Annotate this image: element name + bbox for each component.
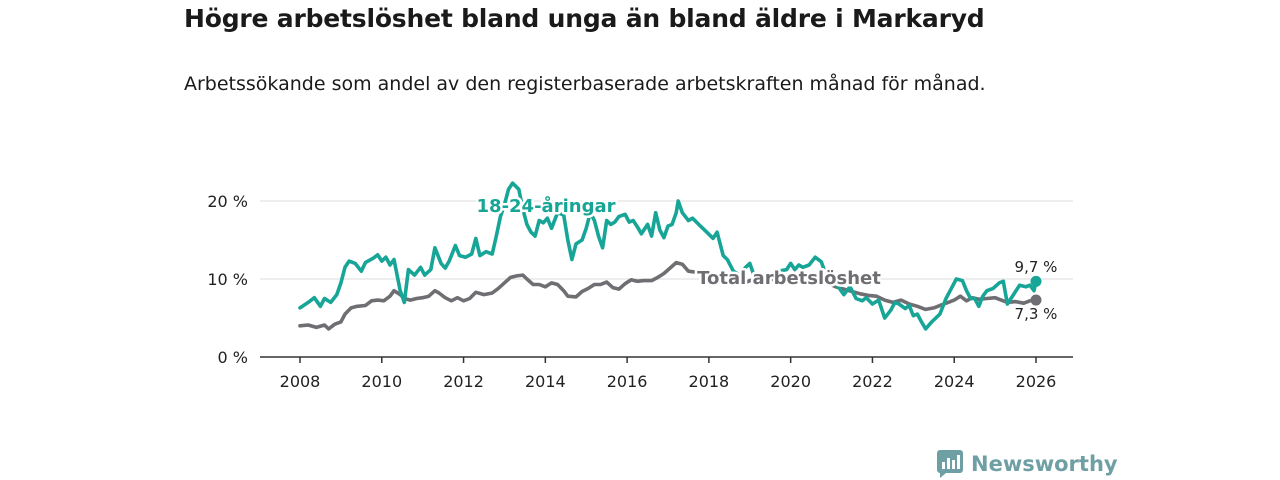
y-tick-label: 20 %	[207, 192, 248, 211]
series-label-total: Total arbetslöshet	[697, 268, 881, 289]
x-tick-label: 2014	[525, 372, 566, 391]
end-point-total	[1030, 294, 1042, 306]
chart-title: Högre arbetslöshet bland unga än bland ä…	[184, 4, 985, 33]
x-axis-ticks: 2008 2010 2012 2014 2016 2018 2020 2022 2024 2026	[280, 357, 1057, 391]
end-point-youth	[1030, 275, 1042, 287]
y-tick-label: 0 %	[218, 348, 248, 367]
x-tick-label: 2012	[443, 372, 484, 391]
gridlines	[260, 200, 1073, 280]
x-tick-label: 2018	[689, 372, 730, 391]
x-tick-label: 2026	[1016, 372, 1057, 391]
newsworthy-brand[interactable]: Newsworthy	[937, 448, 1118, 480]
x-tick-label: 2024	[934, 372, 975, 391]
x-tick-label: 2016	[607, 372, 648, 391]
x-tick-label: 2020	[770, 372, 811, 391]
series-line-youth	[298, 181, 1038, 331]
x-tick-label: 2008	[280, 372, 321, 391]
y-tick-label: 10 %	[207, 270, 248, 289]
series-labels: 18-24-åringar Total arbetslöshet 9,7 % 7,3 …	[474, 193, 1059, 326]
x-tick-label: 2010	[361, 372, 402, 391]
newsworthy-logo-icon	[937, 450, 963, 478]
x-tick-label: 2022	[852, 372, 893, 391]
end-label-total: 7,3 %	[1015, 305, 1058, 323]
y-axis-ticks: 0 % 10 % 20 %	[207, 192, 248, 367]
series-lines	[298, 181, 1042, 331]
brand-name: Newsworthy	[971, 452, 1118, 476]
chart-subtitle: Arbetssökande som andel av den registerb…	[184, 73, 986, 95]
series-label-youth: 18-24-åringar	[477, 195, 616, 217]
end-label-youth: 9,7 %	[1015, 258, 1058, 276]
